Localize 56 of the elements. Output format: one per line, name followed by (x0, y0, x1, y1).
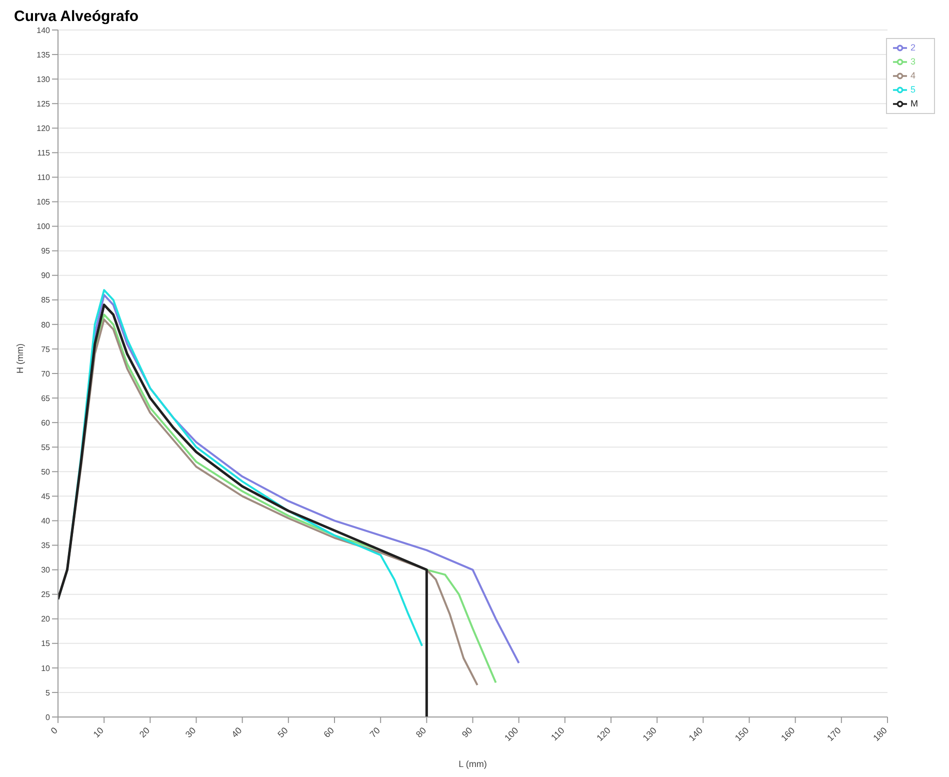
y-tick-label: 110 (37, 173, 51, 182)
x-axis-title: L (mm) (458, 759, 487, 769)
y-tick-label: 100 (36, 222, 51, 232)
y-tick-label: 70 (41, 369, 51, 378)
y-tick-label: 50 (41, 467, 51, 476)
y-tick-label: 140 (36, 26, 51, 35)
y-tick-label: 40 (41, 516, 51, 526)
y-tick-label: 45 (41, 492, 51, 502)
y-tick-label: 65 (41, 394, 51, 403)
chart-title: Curva Alveógrafo (14, 8, 138, 25)
x-tick-label: 100 (502, 725, 520, 744)
y-tick-label: 90 (41, 271, 51, 280)
y-tick-label: 120 (36, 124, 51, 133)
y-tick-label: 80 (41, 320, 51, 330)
x-tick-label: 40 (230, 725, 244, 740)
x-tick-label: 70 (368, 725, 382, 740)
y-tick-label: 115 (37, 148, 51, 158)
y-tick-label: 95 (41, 246, 51, 256)
x-tick-label: 140 (686, 725, 705, 744)
y-tick-label: 0 (46, 712, 51, 722)
x-tick-label: 10 (91, 725, 106, 740)
x-tick-label: 150 (732, 725, 751, 744)
x-tick-label: 50 (276, 725, 290, 740)
x-tick-label: 120 (594, 725, 612, 744)
legend-label: 5 (910, 84, 916, 94)
y-tick-label: 85 (41, 296, 51, 305)
x-tick-label: 170 (825, 725, 843, 744)
y-tick-label: 25 (41, 590, 51, 600)
legend-label: M (910, 98, 918, 108)
x-tick-label: 130 (640, 725, 658, 744)
legend-label: 3 (910, 56, 916, 66)
x-tick-label: 20 (137, 725, 152, 740)
y-tick-label: 15 (41, 639, 51, 648)
legend-label: 2 (910, 42, 916, 52)
x-tick-label: 60 (322, 725, 336, 740)
x-tick-label: 90 (460, 725, 474, 740)
y-tick-label: 125 (36, 99, 51, 108)
y-tick-label: 30 (41, 566, 51, 575)
y-tick-label: 60 (41, 418, 51, 428)
y-tick-label: 35 (41, 541, 51, 550)
y-tick-label: 55 (41, 442, 51, 452)
y-tick-label: 135 (36, 50, 51, 60)
y-tick-label: 5 (46, 688, 51, 698)
y-tick-label: 130 (36, 74, 51, 84)
x-tick-label: 160 (779, 725, 797, 744)
x-tick-label: 180 (871, 725, 889, 744)
x-tick-label: 110 (549, 725, 566, 743)
y-tick-label: 10 (41, 664, 51, 673)
y-tick-label: 75 (41, 344, 51, 354)
line-series (58, 304, 428, 717)
y-axis-title: H (mm) (15, 344, 26, 374)
x-tick-label: 30 (184, 725, 198, 740)
y-tick-label: 20 (41, 614, 51, 624)
legend-label: 4 (910, 70, 916, 80)
x-tick-label: 80 (414, 725, 428, 740)
y-tick-label: 105 (36, 198, 51, 207)
